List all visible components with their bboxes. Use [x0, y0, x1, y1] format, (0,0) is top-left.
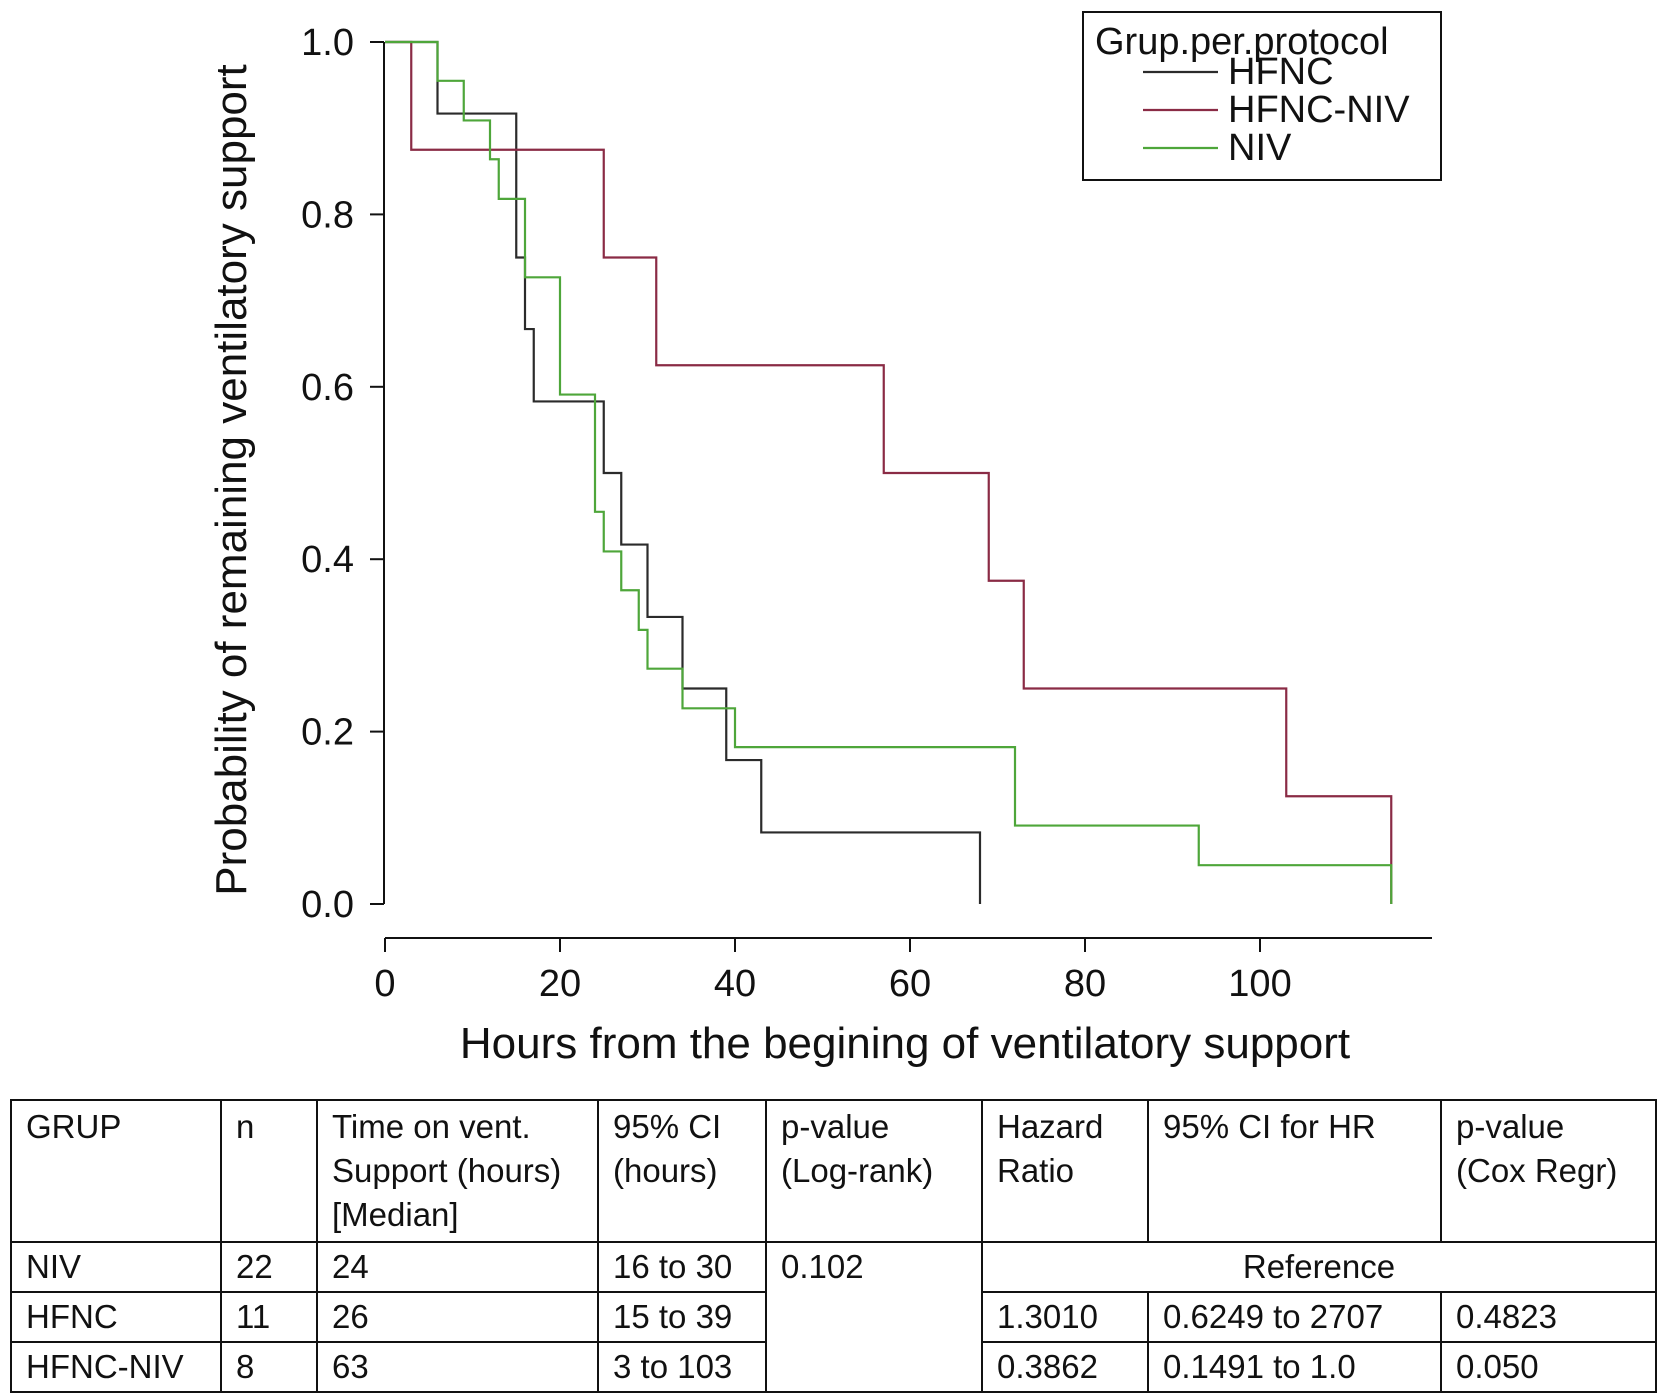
header-p-logrank: p-value (Log-rank)	[765, 1099, 983, 1243]
cell-p-cox: 0.050	[1440, 1341, 1657, 1393]
cell-n: 22	[220, 1241, 318, 1293]
header-grup: GRUP	[10, 1099, 222, 1243]
y-tick-label: 1.0	[301, 22, 354, 64]
cell-median: 24	[316, 1241, 599, 1293]
legend-box	[1082, 11, 1442, 181]
y-tick-label: 0.8	[301, 194, 354, 236]
cell-median: 26	[316, 1291, 599, 1343]
cell-ci: 15 to 39	[597, 1291, 767, 1343]
y-tick-label: 0.4	[301, 539, 354, 581]
y-tick-label: 0.6	[301, 367, 354, 409]
plot-area	[385, 40, 1393, 904]
table-header-row: GRUP n Time on vent. Support (hours) [Me…	[10, 1099, 1657, 1243]
cell-ci: 16 to 30	[597, 1241, 767, 1293]
cell-median: 63	[316, 1341, 599, 1393]
table-row: NIV 22 24 16 to 30 0.102 Reference	[10, 1241, 1657, 1393]
summary-table: GRUP n Time on vent. Support (hours) [Me…	[10, 1099, 1657, 1393]
x-tick-label: 0	[374, 963, 395, 1005]
cell-reference: Reference	[981, 1241, 1657, 1293]
cell-ci: 3 to 103	[597, 1341, 767, 1393]
cell-hazard-ratio: 0.3862	[981, 1341, 1149, 1393]
y-tick-label: 0.2	[301, 712, 354, 754]
header-hazard-ratio: Hazard Ratio	[981, 1099, 1149, 1243]
cell-hr-ci: 0.6249 to 2707	[1147, 1291, 1442, 1343]
x-tick-label: 60	[889, 963, 931, 1005]
header-hr-ci: 95% CI for HR	[1147, 1099, 1442, 1243]
y-axis-title: Probability of remaining ventilatory sup…	[207, 64, 256, 896]
series-line-hfnc	[385, 40, 982, 904]
cell-grup: HFNC	[10, 1291, 222, 1343]
legend-label-hfnc-niv: HFNC-NIV	[1228, 89, 1410, 131]
cell-p-cox: 0.4823	[1440, 1291, 1657, 1343]
cell-hazard-ratio: 1.3010	[981, 1291, 1149, 1343]
cell-p-logrank: 0.102	[765, 1241, 983, 1393]
x-tick-label: 100	[1228, 963, 1291, 1005]
header-n: n	[220, 1099, 318, 1243]
legend-label-hfnc: HFNC	[1228, 51, 1334, 93]
series-line-niv	[385, 40, 1393, 904]
x-axis-title: Hours from the begining of ventilatory s…	[460, 1019, 1350, 1068]
cell-n: 11	[220, 1291, 318, 1343]
cell-grup: NIV	[10, 1241, 222, 1293]
legend-label-niv: NIV	[1228, 127, 1292, 169]
series-line-hfnc-niv	[385, 40, 1393, 904]
x-tick-label: 80	[1064, 963, 1106, 1005]
cell-grup: HFNC-NIV	[10, 1341, 222, 1393]
x-tick-label: 40	[714, 963, 756, 1005]
table-row: HFNC 11 26 15 to 39 1.3010 0.6249 to 270…	[10, 1291, 1657, 1343]
header-median: Time on vent. Support (hours) [Median]	[316, 1099, 599, 1243]
x-tick-label: 20	[539, 963, 581, 1005]
cell-n: 8	[220, 1341, 318, 1393]
header-p-cox: p-value (Cox Regr)	[1440, 1099, 1657, 1243]
axes: 0.0 0.2 0.4 0.6 0.8 1.0 0 20 40 60 80 100	[301, 22, 1432, 1005]
y-tick-label: 0.0	[301, 884, 354, 926]
cell-hr-ci: 0.1491 to 1.0	[1147, 1341, 1442, 1393]
km-chart: 0.0 0.2 0.4 0.6 0.8 1.0 0 20 40 60 80 100 Grup.per.…	[207, 11, 1442, 1068]
header-ci: 95% CI (hours)	[597, 1099, 767, 1243]
legend-title: Grup.per.protocol	[1095, 21, 1389, 63]
